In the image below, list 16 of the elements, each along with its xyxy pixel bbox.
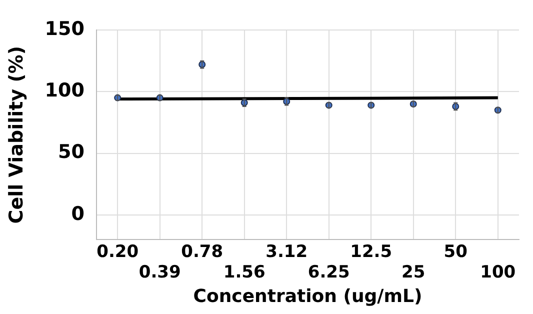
x-tick-label: 12.5: [350, 242, 392, 262]
y-axis-title: Cell Viability (%): [5, 46, 28, 224]
x-axis-title: Concentration (ug/mL): [193, 286, 422, 307]
y-tick-label: 150: [44, 18, 84, 40]
x-tick-label: 3.12: [266, 242, 308, 262]
y-tick-label: 0: [71, 202, 84, 225]
y-tick-label: 100: [44, 80, 84, 102]
x-tick-label: 25: [402, 262, 426, 283]
x-tick-label: 1.56: [223, 262, 266, 283]
x-tick-label: 0.20: [96, 242, 139, 262]
x-tick-label: 0.39: [138, 262, 181, 283]
x-tick-label: 100: [480, 262, 516, 283]
x-tick-label: 50: [444, 242, 468, 262]
x-tick-label: 6.25: [308, 262, 350, 283]
y-tick-label: 50: [58, 141, 84, 164]
x-tick-label: 0.78: [181, 242, 224, 262]
